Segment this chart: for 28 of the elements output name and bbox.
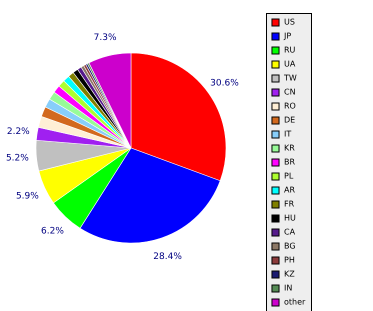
legend-label: UA: [284, 60, 296, 68]
legend-label: TW: [283, 74, 297, 82]
legend-label: JP: [283, 32, 292, 40]
data-label: 2.2%: [6, 126, 30, 137]
legend-label: other: [284, 298, 306, 306]
data-label: 28.4%: [153, 252, 182, 262]
legend-label: HU: [284, 214, 296, 222]
legend-label: US: [284, 18, 295, 26]
legend-label: RU: [284, 46, 296, 54]
legend-label: IN: [284, 284, 292, 292]
legend-label: CN: [284, 88, 296, 96]
legend-label: PL: [284, 172, 294, 180]
legend-label: PH: [284, 256, 295, 264]
legend-label: BG: [284, 242, 296, 250]
legend-label: AR: [284, 186, 296, 194]
legend-label: BR: [284, 158, 296, 166]
legend-label: KZ: [284, 270, 296, 278]
data-label: 5.2%: [6, 153, 30, 164]
data-label: 30.6%: [210, 78, 240, 89]
legend-label: CA: [284, 228, 296, 236]
legend-label: KR: [284, 144, 296, 152]
data-label: 7.3%: [94, 32, 117, 43]
data-label: 5.9%: [16, 192, 40, 202]
legend-label: IT: [284, 130, 292, 138]
data-label: 6.2%: [41, 226, 64, 237]
legend-label: DE: [284, 116, 296, 124]
legend-label: FR: [284, 200, 295, 208]
legend-label: RO: [284, 102, 296, 110]
